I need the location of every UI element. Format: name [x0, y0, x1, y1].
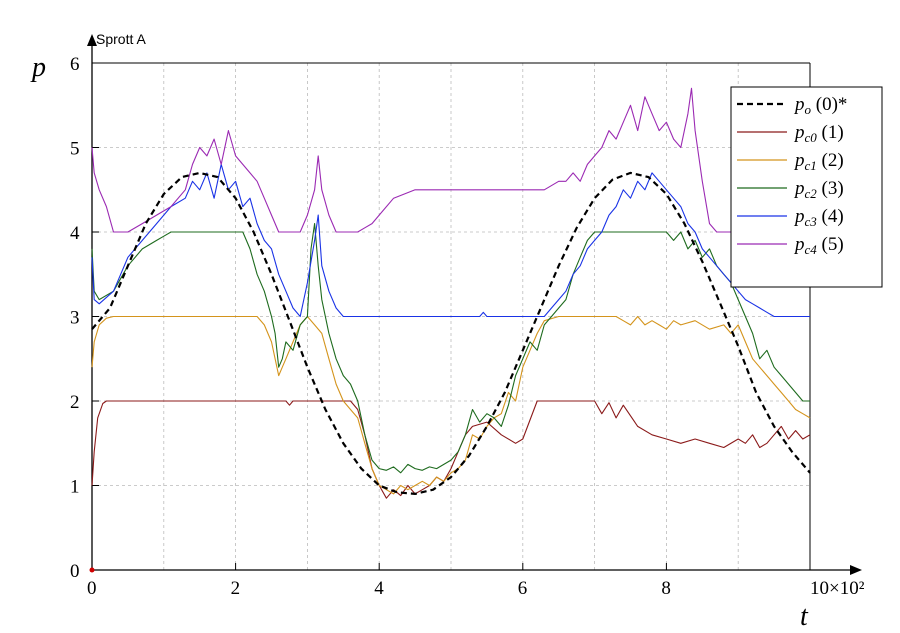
y-tick-label: 4: [70, 223, 80, 244]
legend-box: [730, 86, 883, 288]
tick-labels: 0 2 4 6 8 0 1 2 3 4 5 6: [70, 54, 671, 599]
x-tick-label: 0: [87, 578, 97, 599]
series-group: [91, 87, 811, 499]
series-line-0: [91, 171, 811, 495]
origin-marker: [89, 567, 95, 573]
y-tick-label: 5: [70, 139, 80, 160]
chart-title: Sprott A: [96, 31, 146, 47]
x-axis-label: t: [800, 601, 809, 632]
y-tick-label: 6: [70, 54, 80, 75]
y-tick-label: 3: [70, 308, 80, 329]
y-axis-label: p: [30, 52, 46, 83]
series-line-5: [91, 87, 810, 275]
y-tick-label: 2: [70, 392, 80, 413]
series-line-3: [91, 223, 810, 474]
series-line-4: [91, 163, 810, 318]
x-axis-arrow: [850, 565, 862, 575]
legend-label-1: pc0 (1): [793, 122, 844, 145]
legend-label-4: pc3 (4): [793, 206, 844, 229]
y-tick-label: 0: [70, 561, 80, 582]
series-line-2: [91, 315, 811, 495]
x-tick-label: 2: [231, 578, 241, 599]
legend-label-5: pc4 (5): [793, 234, 844, 257]
legend-label-0: po (0)*: [793, 94, 847, 117]
series-line-1: [91, 400, 811, 499]
legend-label-2: pc1 (2): [793, 150, 844, 173]
x-tick-label: 4: [374, 578, 384, 599]
legend: po (0)* pc0 (1) pc1 (2) pc2 (3) pc3 (4) pc4 (…: [730, 86, 883, 288]
legend-label-3: pc2 (3): [793, 178, 844, 201]
x-tick-label: 6: [518, 578, 528, 599]
y-tick-label: 1: [70, 477, 80, 498]
x-axis-multiplier: 10×10²: [810, 578, 865, 599]
y-axis-arrow: [87, 34, 97, 46]
x-tick-label: 8: [661, 578, 671, 599]
